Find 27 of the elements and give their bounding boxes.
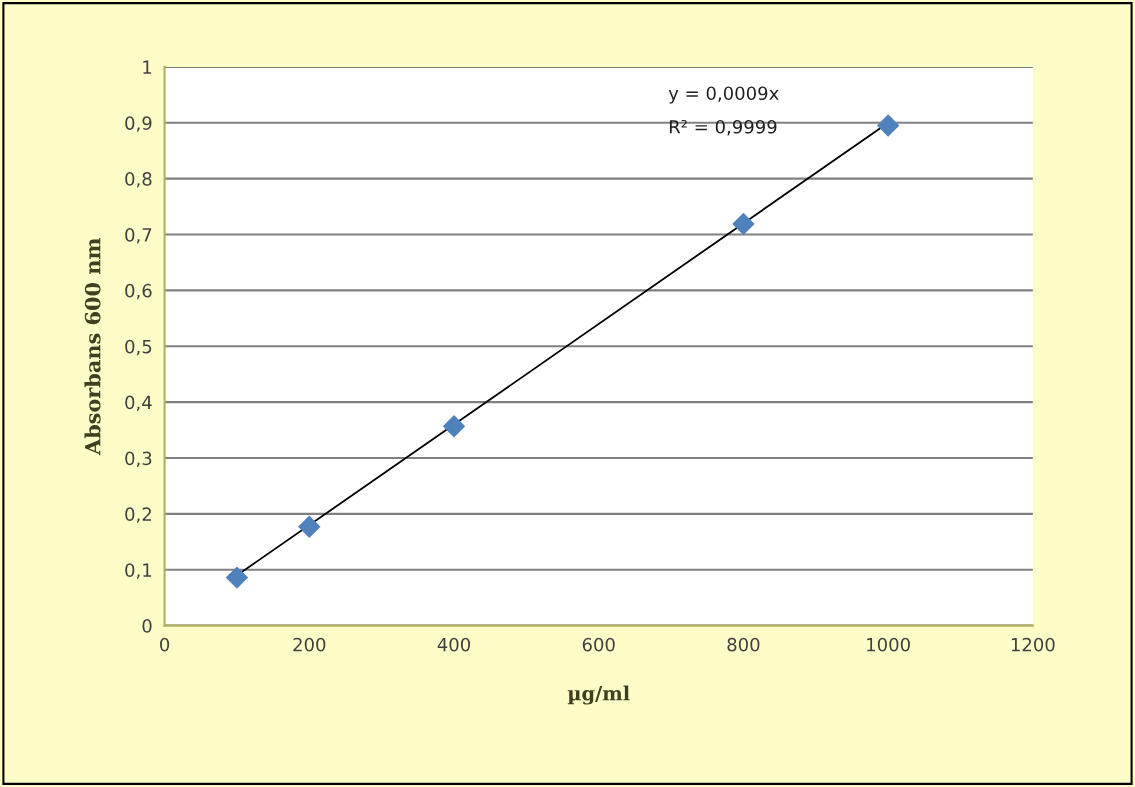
- y-tick-label: 0,5: [125, 339, 152, 356]
- x-tick-label: 0: [160, 637, 170, 652]
- y-tick-label: 0,4: [125, 395, 152, 412]
- x-tick-label: 800: [727, 637, 760, 652]
- x-tick-label: 1000: [867, 637, 910, 652]
- point: [732, 212, 755, 236]
- y-tick-label: 1: [143, 60, 152, 74]
- y-tick-label: 0,3: [125, 451, 152, 467]
- y-tick-label: 0: [142, 619, 152, 633]
- point: [876, 114, 900, 137]
- annotation: y = 0,0009x: [668, 86, 779, 104]
- y-tick-label: 0,6: [125, 283, 152, 300]
- y-tick-label: 0,7: [125, 227, 152, 244]
- y-tick-label: 0,1: [125, 563, 152, 579]
- x-tick-label: 200: [293, 637, 326, 652]
- point: [442, 414, 466, 438]
- annotation: R² = 0,9999: [669, 119, 777, 136]
- x-tick-label: 1200: [1011, 637, 1055, 652]
- x-tick-label: 600: [582, 637, 615, 652]
- y-tick-label: 0,2: [125, 507, 151, 523]
- point: [225, 566, 249, 589]
- point: [298, 515, 321, 538]
- y-axis-title: Absorbans 600 nm: [84, 238, 101, 456]
- y-tick-label: 0,8: [125, 172, 152, 188]
- x-axis-title: µg/ml: [567, 685, 630, 705]
- x-tick-label: 400: [437, 637, 471, 652]
- y-tick-label: 0,9: [125, 116, 152, 132]
